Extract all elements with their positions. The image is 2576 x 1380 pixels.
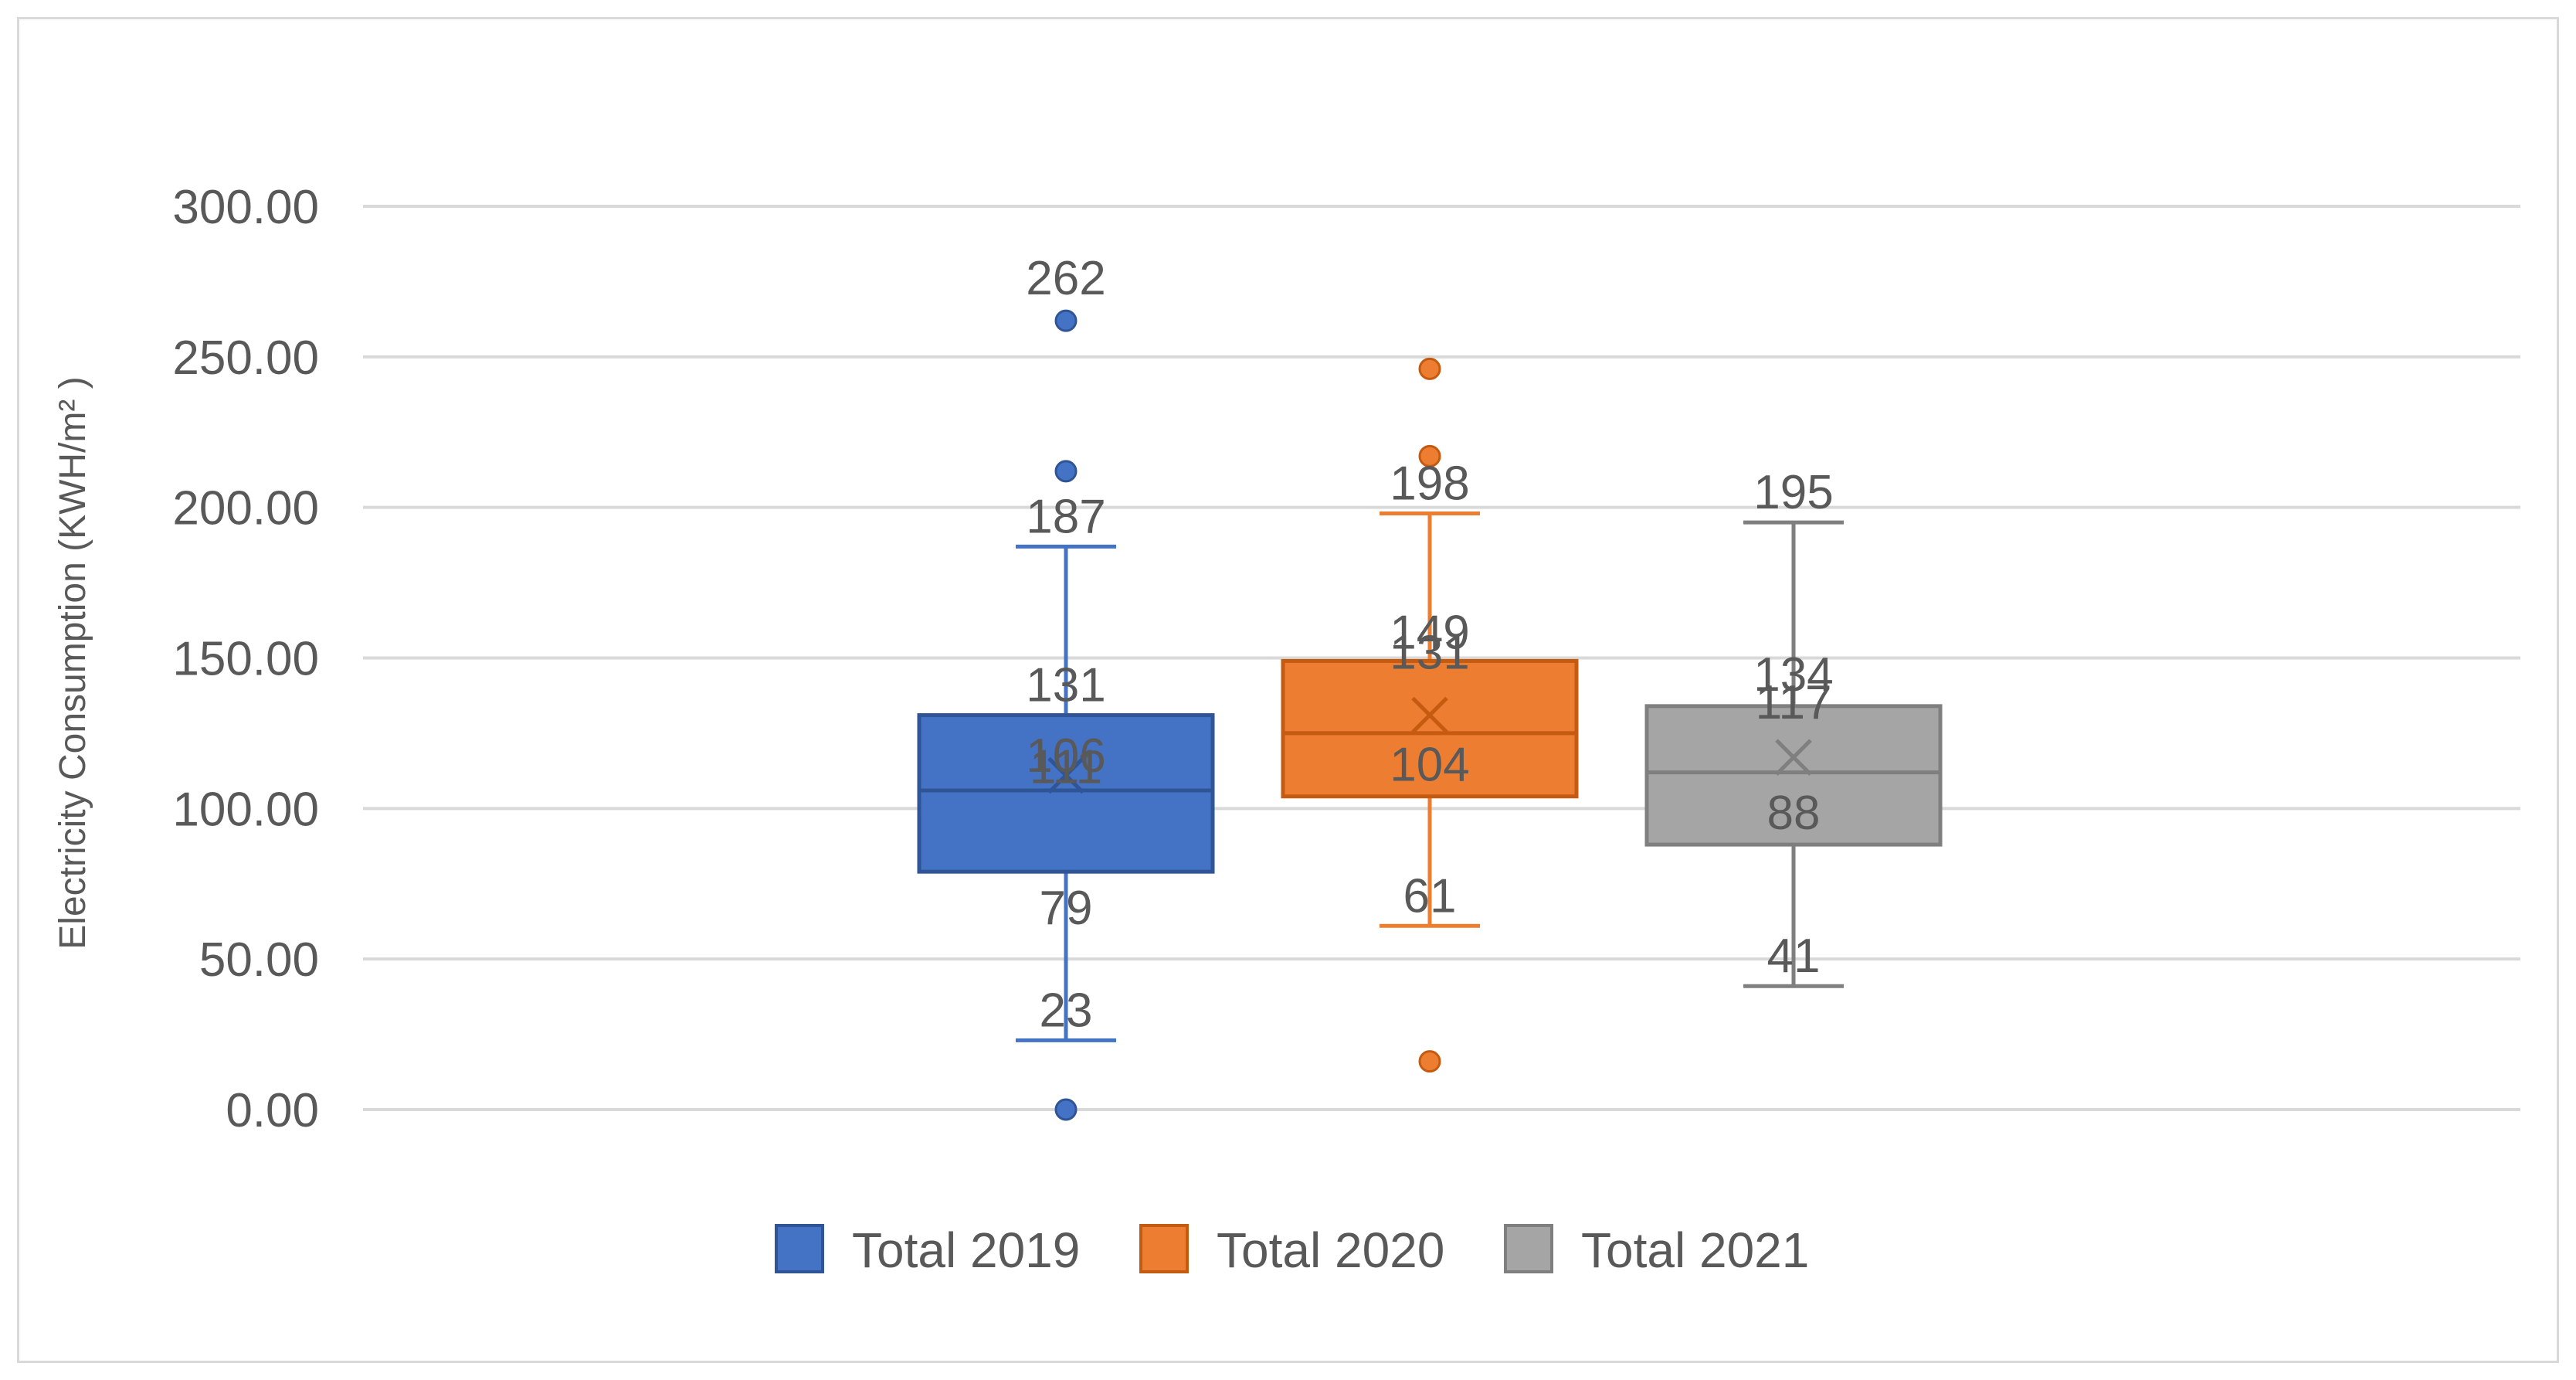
box-total-2021 — [1644, 704, 1943, 847]
outlier-point — [1418, 1050, 1441, 1073]
mean-marker — [1411, 696, 1448, 734]
y-axis: 0.00 50.00 100.00 150.00 200.00 250.00 300.00 — [172, 181, 319, 1137]
y-tick-label: 100.00 — [172, 783, 319, 836]
legend-swatch-1 — [775, 1224, 824, 1273]
data-label: 149 — [1390, 606, 1469, 659]
data-label: 117 — [1756, 676, 1832, 729]
data-label: 131 — [1390, 627, 1469, 680]
mean-marker — [1047, 756, 1084, 794]
outlier-point — [1054, 460, 1078, 483]
legend-swatch-2 — [1139, 1224, 1189, 1273]
y-axis-title: Electricity Consumption (KWH/m² ) — [53, 376, 93, 949]
data-label: 61 — [1403, 869, 1457, 923]
data-label: 131 — [1026, 659, 1105, 712]
legend-label-1: Total 2019 — [852, 1222, 1080, 1278]
y-tick-label: 300.00 — [172, 181, 319, 234]
y-tick-label: 150.00 — [172, 633, 319, 686]
data-label: 195 — [1753, 466, 1833, 519]
data-label: 88 — [1767, 787, 1821, 840]
legend-swatch-3 — [1504, 1224, 1553, 1273]
outlier-point — [1418, 357, 1441, 380]
data-label: 111 — [1030, 740, 1102, 794]
data-label: 23 — [1040, 984, 1093, 1037]
box-total-2019 — [917, 713, 1215, 874]
data-label: 106 — [1026, 729, 1105, 783]
legend-label-3: Total 2021 — [1581, 1222, 1809, 1278]
y-tick-label: 250.00 — [172, 331, 319, 385]
outlier-point — [1418, 444, 1441, 467]
outlier-point — [1054, 1098, 1078, 1121]
y-tick-label: 0.00 — [226, 1084, 319, 1137]
mean-marker — [1775, 739, 1812, 776]
legend-label-2: Total 2020 — [1217, 1222, 1444, 1278]
data-label: 41 — [1767, 930, 1821, 983]
box-series — [917, 309, 1943, 1121]
gridlines — [363, 205, 2520, 1111]
data-label: 104 — [1390, 739, 1469, 792]
data-label: 198 — [1390, 457, 1469, 510]
box-total-2020 — [1281, 658, 1579, 799]
legend: Total 2019 Total 2020 Total 2021 — [775, 1222, 1809, 1278]
data-label: 134 — [1753, 648, 1833, 702]
data-labels: 2621871311111067923198149131104611951341… — [1026, 252, 1833, 1037]
y-tick-label: 50.00 — [199, 933, 319, 987]
outlier-label: 262 — [1026, 252, 1105, 305]
data-label: 187 — [1026, 490, 1105, 543]
y-tick-label: 200.00 — [172, 482, 319, 535]
data-label: 79 — [1040, 882, 1093, 935]
outlier-point — [1054, 309, 1078, 332]
